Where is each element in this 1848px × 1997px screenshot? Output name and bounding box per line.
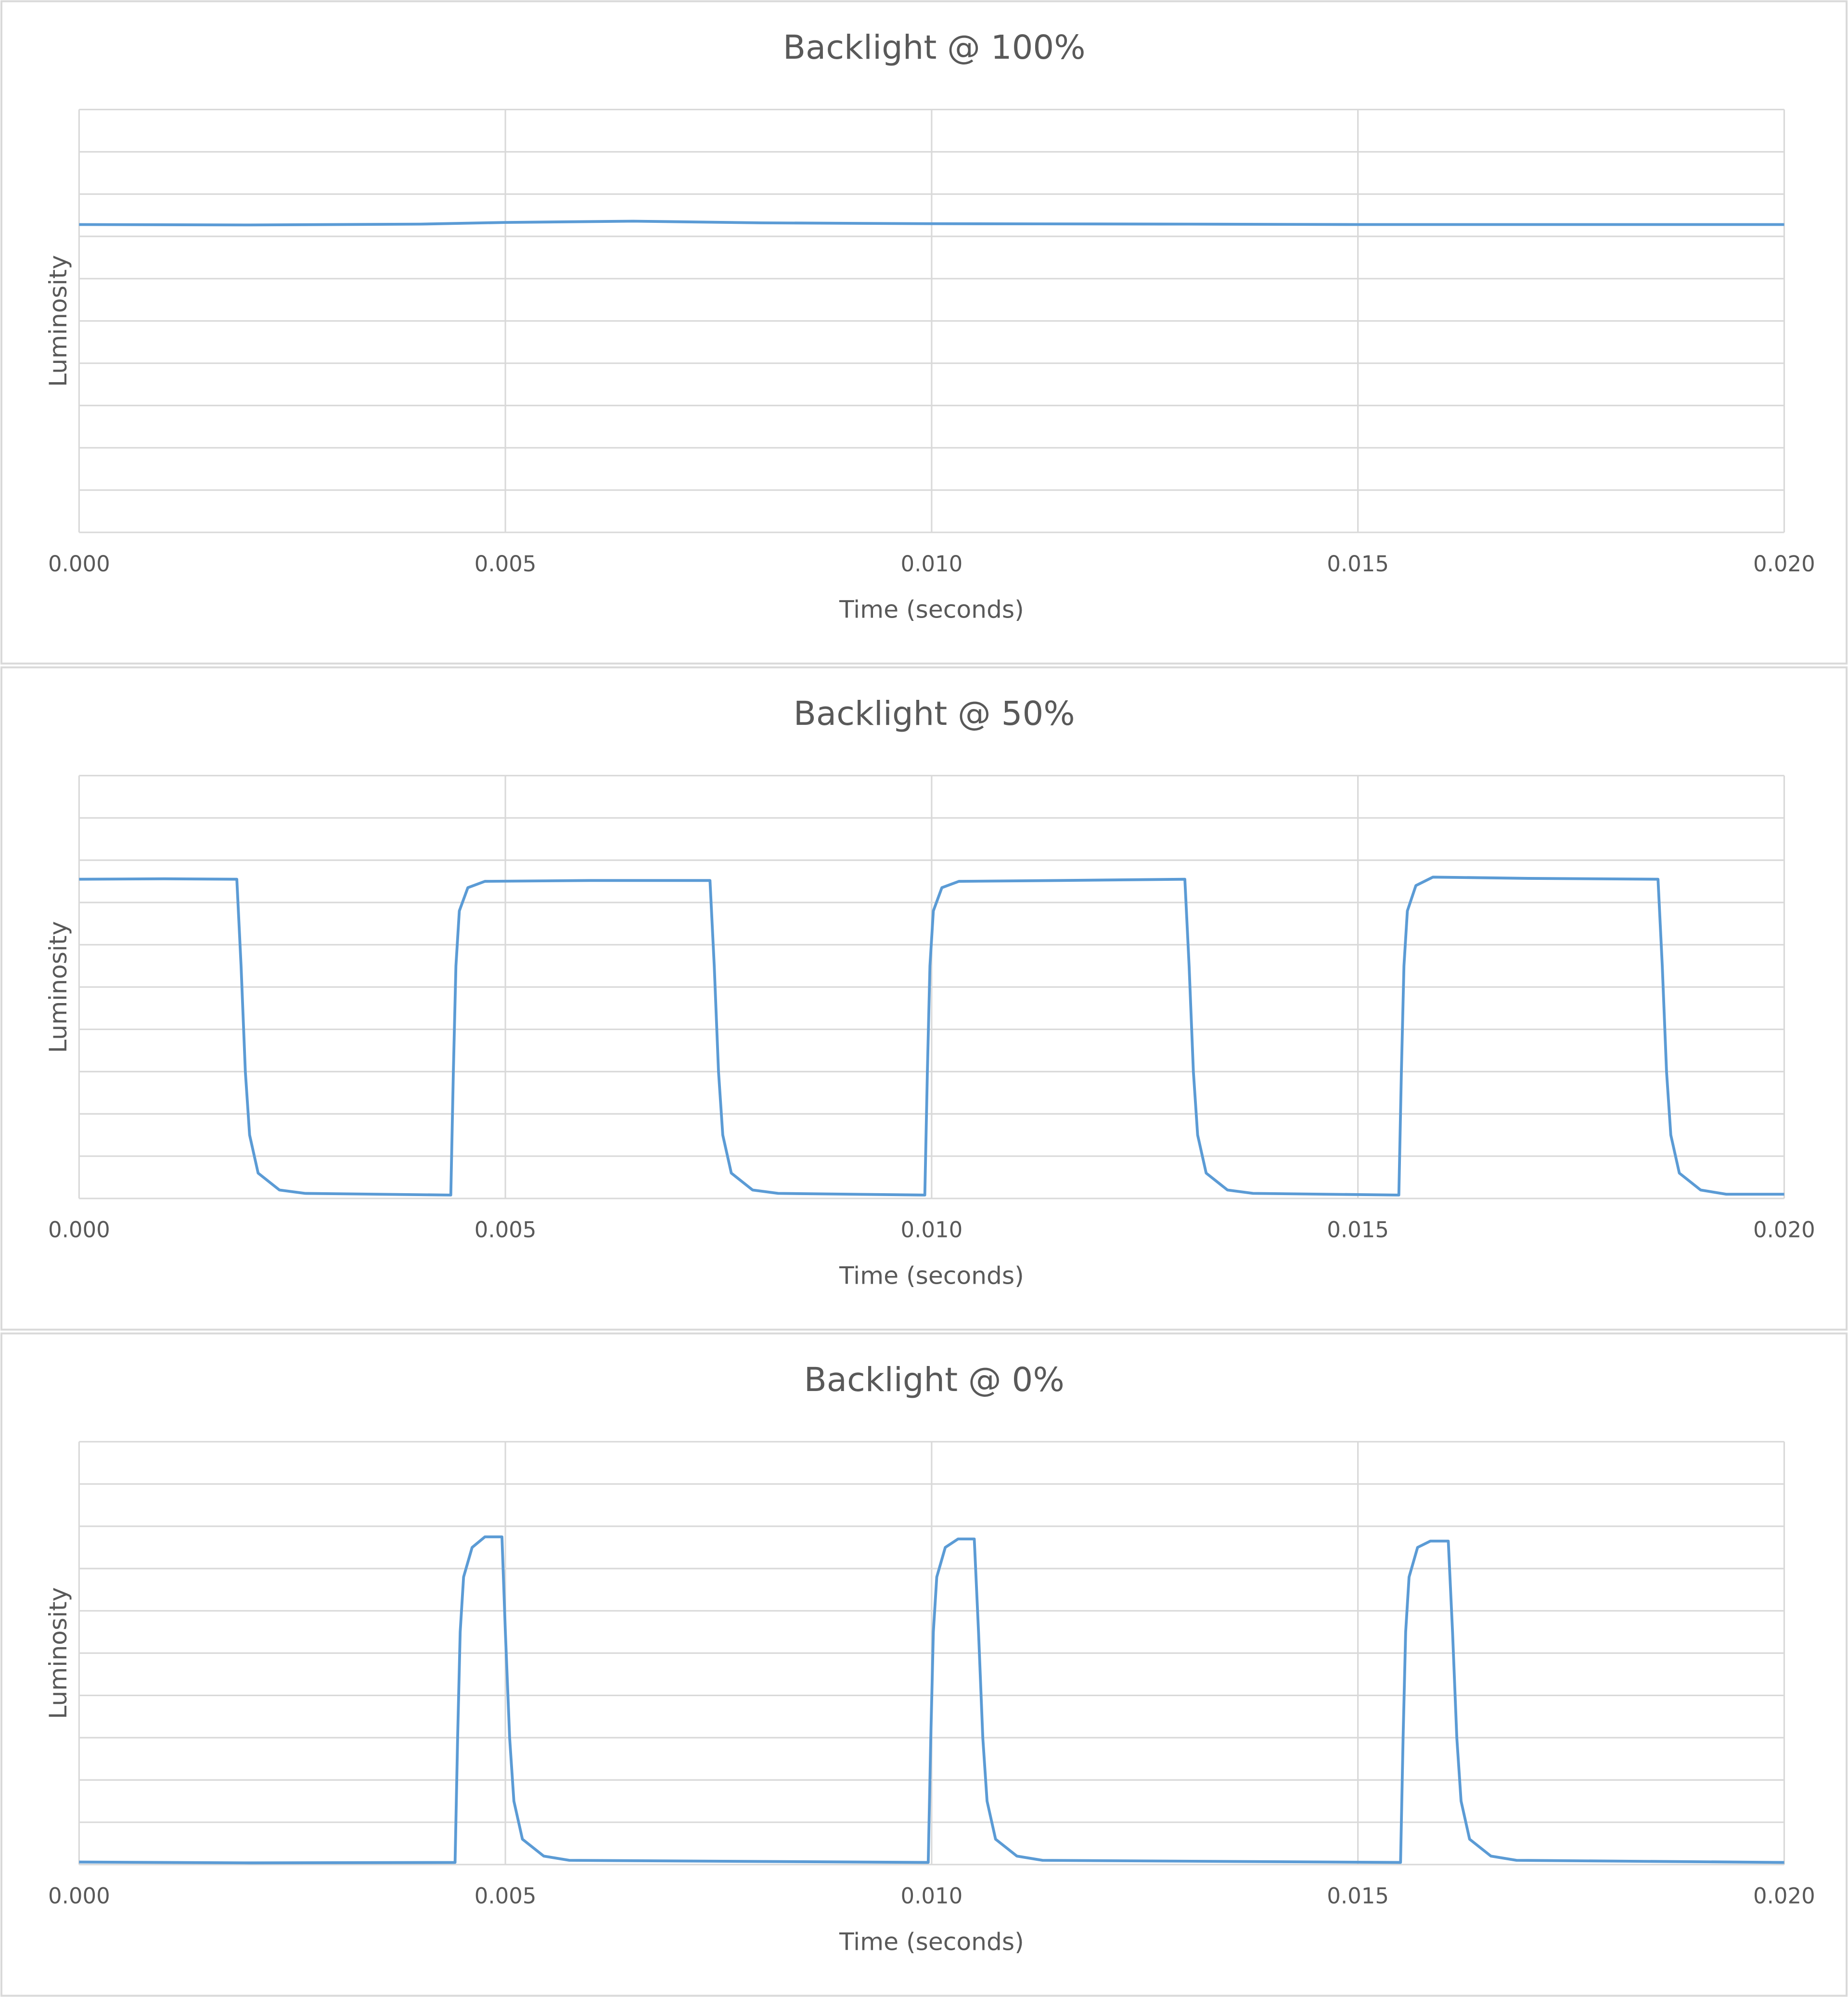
chart-panel: Backlight @ 100% 0.000 0.005 0.010 0.015 0.02… <box>0 0 1848 665</box>
x-tick-label: 0.010 <box>901 1883 963 1909</box>
chart-panel: Backlight @ 0% 0.000 0.005 0.010 0.015 0.020 T… <box>0 1332 1848 1997</box>
y-axis-label: Luminosity <box>44 255 72 387</box>
data-line <box>79 219 1784 227</box>
x-tick-label: 0.015 <box>1327 1217 1389 1243</box>
x-tick-label: 0.000 <box>48 1883 110 1909</box>
x-tick-label: 0.015 <box>1327 551 1389 577</box>
x-tick-label: 0.020 <box>1753 1883 1815 1909</box>
x-axis-label: Time (seconds) <box>839 595 1024 624</box>
x-axis-label: Time (seconds) <box>839 1261 1024 1289</box>
x-tick-label: 0.005 <box>475 1883 537 1909</box>
x-tick-label: 0.000 <box>48 1217 110 1243</box>
x-tick-label: 0.010 <box>901 551 963 577</box>
x-tick-label: 0.015 <box>1327 1883 1389 1909</box>
chart-title: Backlight @ 100% <box>783 28 1086 67</box>
y-axis-label: Luminosity <box>44 921 72 1053</box>
x-axis-label: Time (seconds) <box>839 1927 1024 1956</box>
data-line <box>79 1535 1784 1865</box>
chart-title: Backlight @ 0% <box>804 1361 1065 1399</box>
chart-panel: Backlight @ 50% 0.000 0.005 0.010 0.015 0.020… <box>0 666 1848 1331</box>
chart-title: Backlight @ 50% <box>794 695 1075 733</box>
panel-border <box>0 666 1848 1331</box>
x-tick-label: 0.020 <box>1753 551 1815 577</box>
data-line <box>79 876 1784 1197</box>
panel-border <box>0 1332 1848 1997</box>
x-tick-label: 0.000 <box>48 551 110 577</box>
panel-border <box>0 0 1848 665</box>
x-tick-label: 0.020 <box>1753 1217 1815 1243</box>
x-tick-label: 0.010 <box>901 1217 963 1243</box>
x-tick-label: 0.005 <box>475 551 537 577</box>
x-tick-label: 0.005 <box>475 1217 537 1243</box>
y-axis-label: Luminosity <box>44 1587 72 1719</box>
